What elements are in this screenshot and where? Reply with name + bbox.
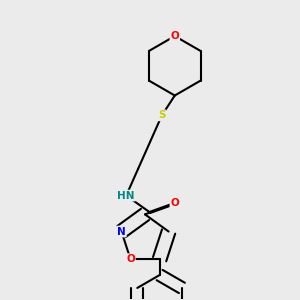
- Text: N: N: [117, 226, 126, 236]
- Text: HN: HN: [118, 190, 135, 201]
- Text: O: O: [126, 254, 135, 264]
- Text: O: O: [170, 31, 179, 41]
- Text: O: O: [170, 199, 179, 208]
- Text: S: S: [158, 110, 166, 120]
